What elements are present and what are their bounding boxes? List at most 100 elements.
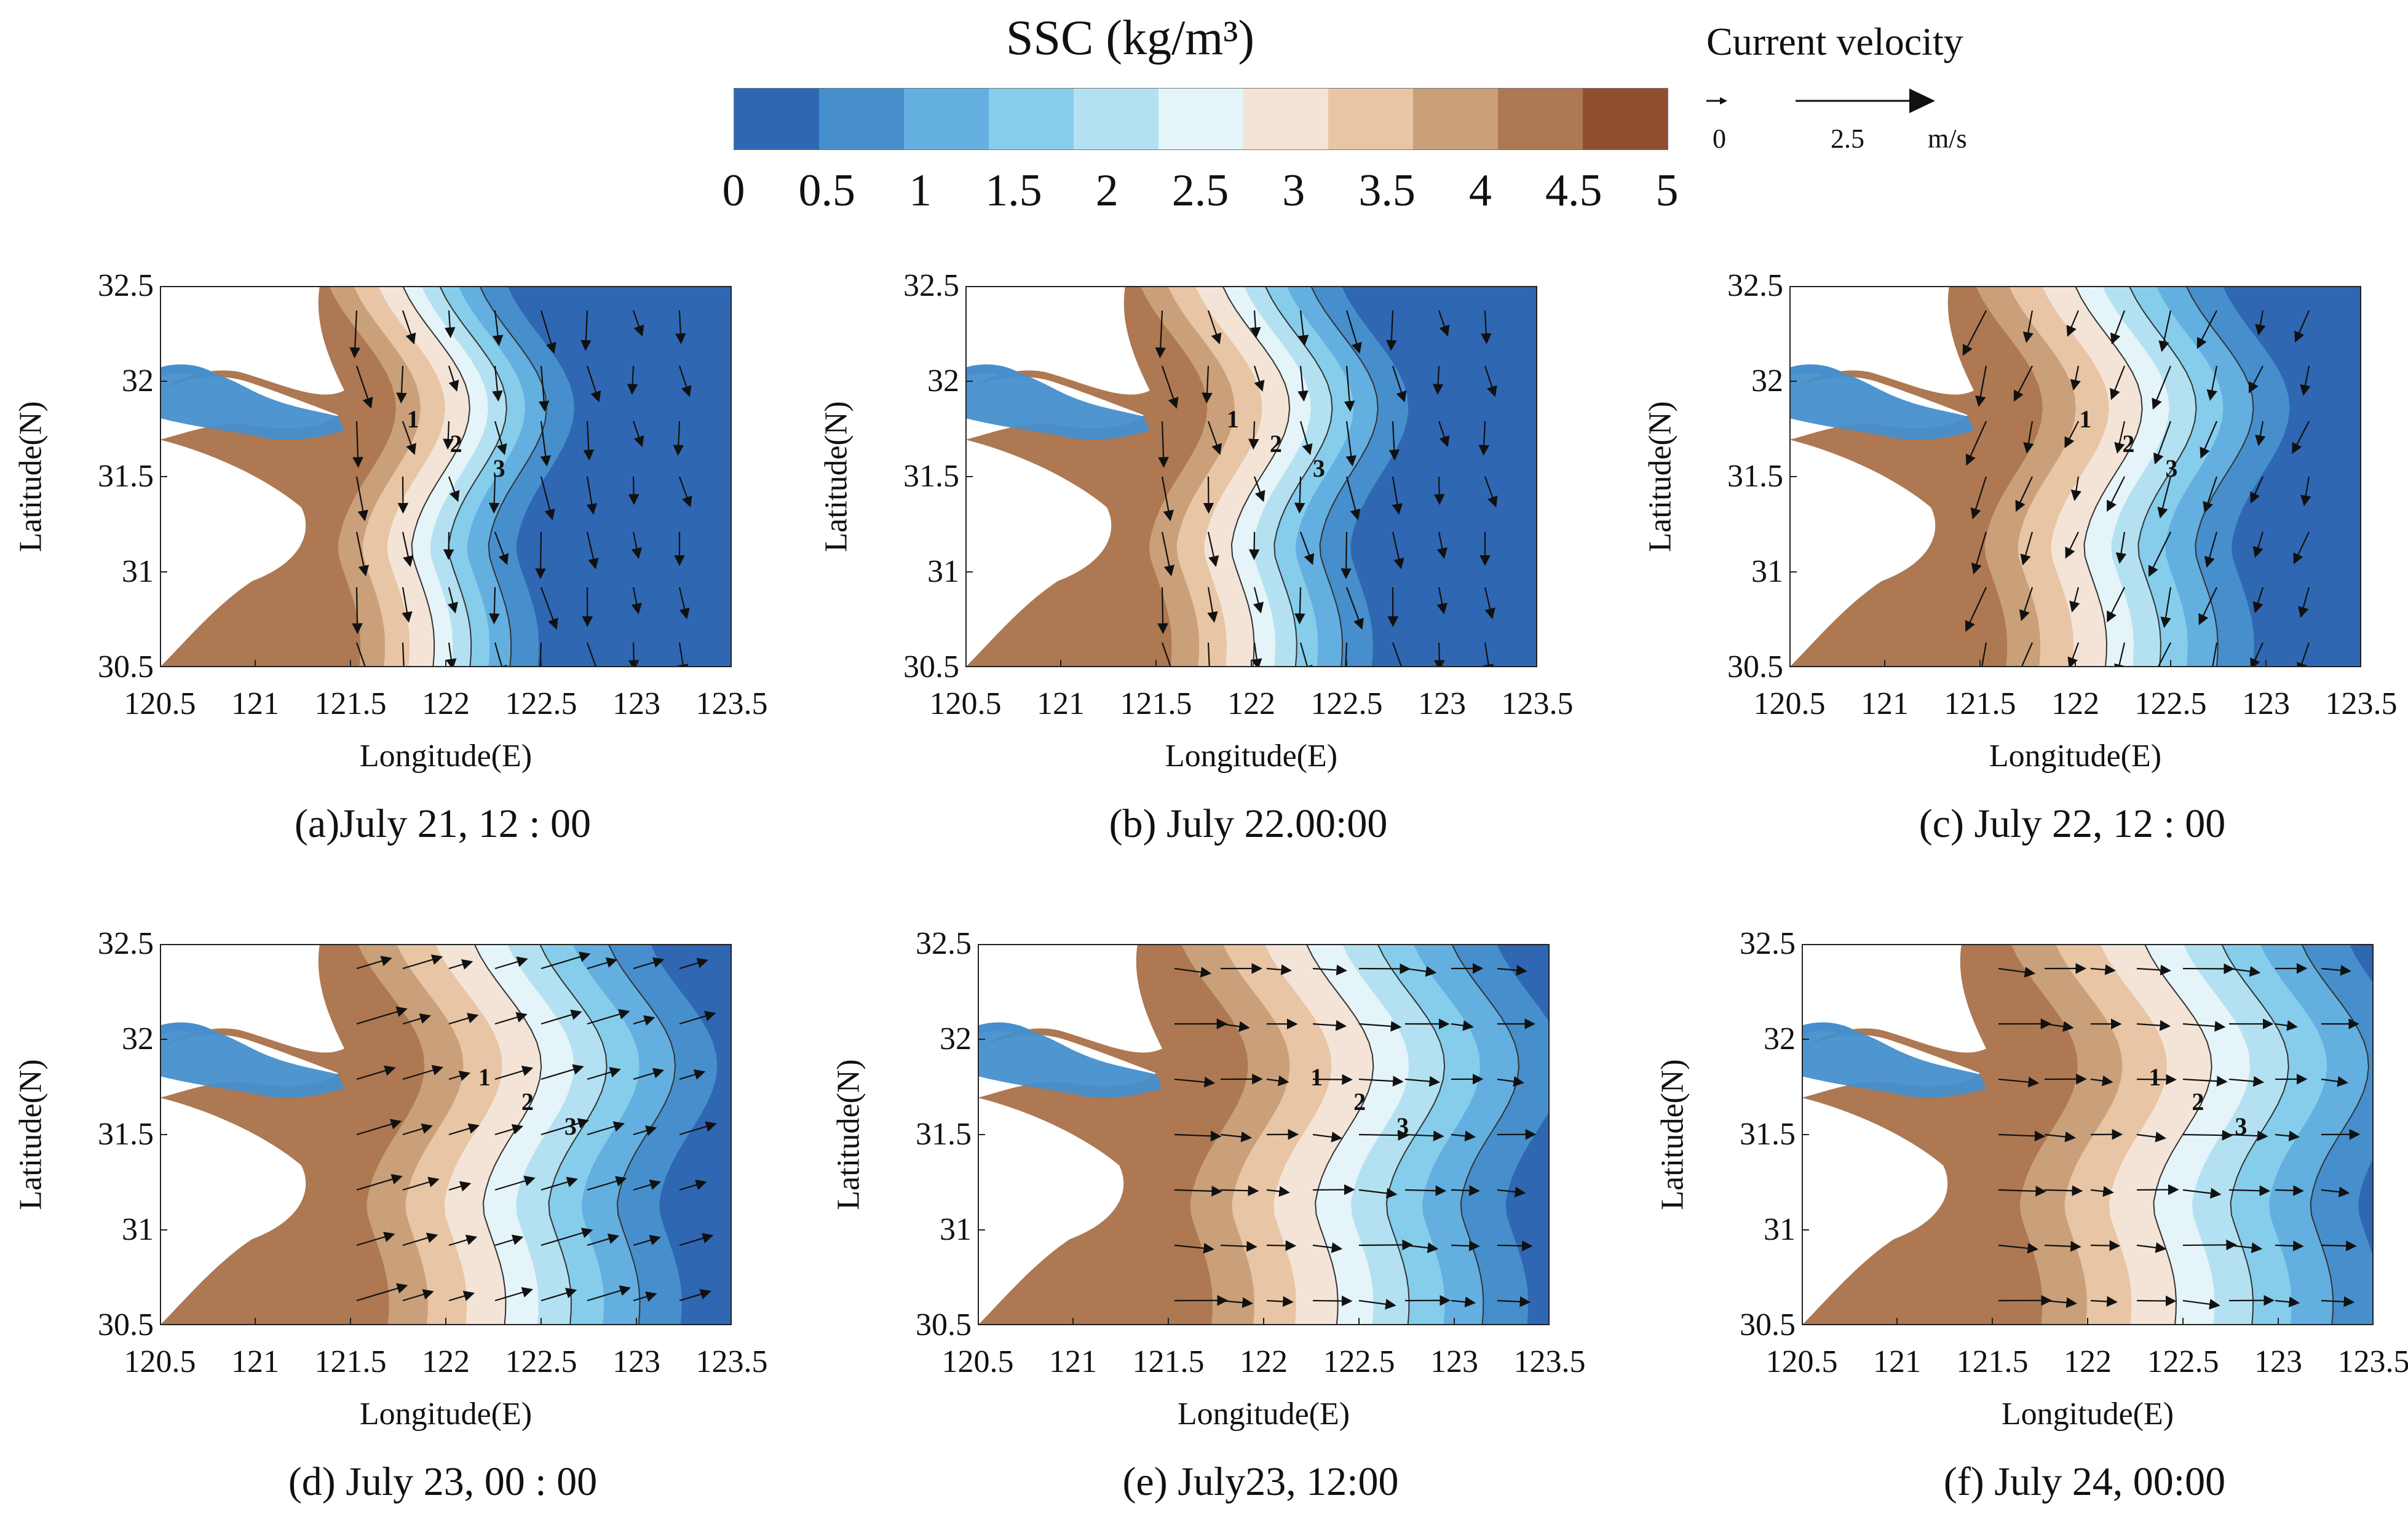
current-velocity-arrow — [1174, 1076, 1216, 1088]
current-velocity-arrow — [541, 1118, 589, 1136]
x-tick-label: 121 — [1861, 686, 1909, 721]
current-velocity-arrow — [494, 1124, 524, 1136]
current-velocity-arrow — [356, 956, 392, 970]
current-velocity-arrow — [2321, 1296, 2355, 1307]
current-velocity-arrow — [1345, 476, 1361, 521]
current-velocity-arrow — [1438, 421, 1450, 448]
x-axis-label: Longitude(E) — [359, 739, 533, 774]
current-velocity-arrow — [2067, 642, 2080, 667]
current-velocity-arrow — [587, 1285, 631, 1302]
current-velocity-arrow — [679, 1179, 707, 1191]
current-velocity-arrow — [1345, 310, 1362, 354]
current-velocity-arrow — [1404, 965, 1437, 977]
x-tick-label: 122 — [422, 1344, 470, 1379]
current-velocity-arrow — [2321, 1240, 2357, 1251]
current-velocity-arrow — [2066, 310, 2080, 337]
contour-line — [539, 944, 608, 1325]
y-tick-label: 30.5 — [98, 649, 154, 684]
current-velocity-arrow — [2250, 642, 2264, 667]
current-velocity-arrow — [541, 1009, 582, 1025]
contour-line — [2144, 944, 2212, 1325]
current-velocity-arrow — [402, 1064, 444, 1080]
contour-line — [2128, 286, 2197, 667]
current-velocity-arrow — [402, 1176, 440, 1191]
x-axis-label: Longitude(E) — [2001, 1397, 2174, 1432]
current-velocity-arrow — [494, 1012, 528, 1025]
current-velocity-arrow — [1388, 421, 1400, 461]
current-velocity-arrow — [444, 310, 456, 338]
current-velocity-arrow — [1161, 531, 1175, 577]
current-velocity-arrow — [540, 421, 552, 467]
land-south — [1802, 1098, 1948, 1325]
current-velocity-arrow — [1174, 1130, 1222, 1142]
map-panel-e: Latitude(N) 32.5 32 31.5 31 30.5 120.5 121 121.5… — [824, 926, 1586, 1522]
x-tick-label: 120.5 — [929, 686, 1002, 721]
panel-caption: (c) July 22, 12 : 00 — [1919, 801, 2226, 846]
current-velocity-arrow — [2044, 1185, 2083, 1197]
contour-label: 2 — [450, 430, 462, 458]
current-velocity-arrow — [586, 365, 601, 403]
colorbar-tick-label: 5 — [1655, 165, 1679, 216]
current-velocity-arrow — [1975, 365, 1987, 407]
contour-label: 2 — [1270, 430, 1282, 458]
current-velocity-arrow — [679, 1069, 706, 1080]
current-velocity-arrow — [1155, 310, 1166, 359]
x-tick-label: 123 — [1430, 1344, 1478, 1379]
x-tick-label: 121.5 — [314, 686, 387, 721]
current-velocity-arrow — [633, 957, 665, 970]
x-tick-label: 121 — [1873, 1344, 1921, 1379]
current-velocity-arrow — [402, 310, 416, 345]
current-velocity-arrow — [1220, 1185, 1259, 1197]
current-velocity-arrow — [494, 531, 509, 565]
colorbar-ticks: 0 0.5 1 1.5 2 2.5 3 3.5 4 4.5 5 — [723, 163, 1679, 218]
colorbar-segment — [1074, 89, 1158, 149]
current-velocity-arrow — [2157, 642, 2171, 667]
current-velocity-arrow — [494, 1287, 533, 1302]
current-velocity-arrow — [1250, 310, 1261, 338]
land-south — [965, 440, 1112, 667]
y-tick-label: 31.5 — [916, 1117, 972, 1152]
current-velocity-arrow — [1294, 476, 1305, 514]
current-velocity-arrow — [2228, 1242, 2263, 1253]
contour-line — [479, 286, 547, 667]
current-velocity-arrow — [2160, 587, 2172, 628]
colorbar-tick-label: 3.5 — [1358, 165, 1416, 216]
ssc-colorbar — [734, 88, 1668, 150]
colorbar-tick-label: 0 — [722, 165, 745, 216]
current-velocity-arrow — [2158, 310, 2172, 352]
x-tick-label: 121.5 — [314, 1344, 387, 1379]
map-layers: 1 2 3 — [965, 286, 1537, 667]
land-south — [160, 1098, 306, 1325]
current-velocity-arrow — [1404, 1185, 1447, 1197]
river-upstream — [1802, 1022, 1853, 1037]
velocity-label-zero: 0 — [1713, 124, 1726, 154]
x-tick-label: 123 — [2254, 1344, 2302, 1379]
river-upstream — [160, 1022, 212, 1037]
current-velocity-arrow — [1497, 1240, 1533, 1251]
contour-label: 1 — [2079, 405, 2091, 433]
current-velocity-arrow — [2065, 531, 2079, 559]
current-velocity-arrow — [355, 531, 370, 577]
current-velocity-arrow — [2298, 587, 2310, 618]
current-velocity-arrow — [2148, 531, 2171, 577]
velocity-label-max: 2.5 — [1831, 124, 1864, 154]
velocity-unit: m/s — [1928, 124, 1967, 154]
current-velocity-arrow — [2206, 365, 2218, 401]
contour-line — [473, 944, 542, 1325]
current-velocity-arrow — [1312, 1074, 1353, 1085]
x-tick-label: 120.5 — [124, 1344, 196, 1379]
y-axis-label: Latitude(N) — [818, 401, 854, 552]
map-layers: 1 2 3 — [1789, 286, 2361, 667]
y-tick-label: 30.5 — [98, 1307, 154, 1342]
current-velocity-arrow — [488, 476, 500, 514]
current-velocity-arrow — [1297, 310, 1309, 346]
current-velocity-arrow — [627, 365, 638, 395]
contour-label: 1 — [407, 405, 419, 433]
y-tick-label: 31.5 — [98, 459, 154, 494]
contour-label: 1 — [1227, 405, 1239, 433]
current-velocity-arrow — [1451, 1296, 1476, 1307]
y-tick-label: 31 — [940, 1212, 972, 1247]
colorbar-segment — [1328, 89, 1413, 149]
current-velocity-arrow — [2228, 1130, 2268, 1141]
current-velocity-arrow — [1248, 421, 1259, 450]
